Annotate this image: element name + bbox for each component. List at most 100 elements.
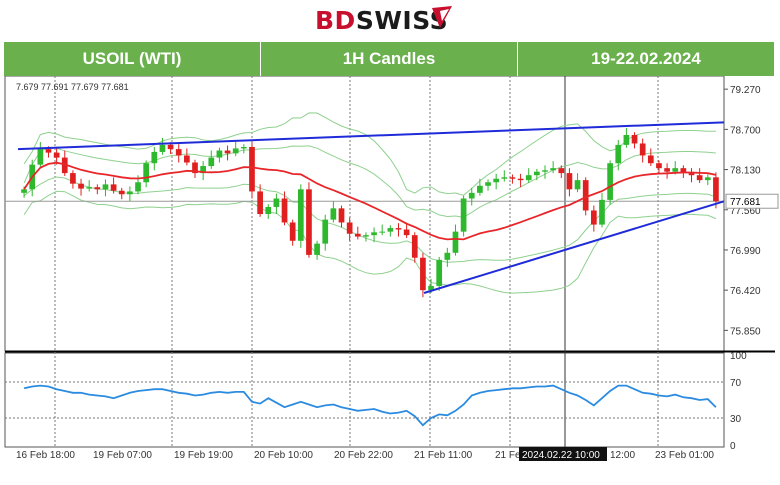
candle-body (542, 170, 548, 172)
candle-body (216, 150, 223, 158)
candle (525, 168, 532, 183)
candle (647, 148, 654, 167)
candle-body (232, 148, 239, 154)
x-tick-label: 20 Feb 22:00 (334, 450, 393, 461)
candle-body (550, 168, 556, 171)
candle-body (623, 135, 630, 145)
candle (468, 187, 475, 206)
candle (501, 170, 508, 182)
candle-body (330, 208, 337, 220)
y-tick-label: 79.270 (730, 85, 761, 96)
candle-body (452, 231, 459, 253)
candle-body (281, 198, 288, 223)
candle (477, 178, 483, 196)
candle (615, 139, 622, 171)
candle-body (420, 257, 426, 291)
candle (232, 141, 239, 157)
candle-body (159, 144, 166, 152)
date-range-label: 19-22.02.2024 (591, 49, 701, 68)
price-chart: 7.679 77.691 77.679 77.681 75.850 76.420 76… (4, 76, 779, 461)
candle (444, 247, 451, 267)
candle-body (411, 235, 418, 258)
candle (127, 186, 133, 202)
timeframe-label: 1H Candles (261, 42, 518, 76)
candle (664, 163, 670, 179)
candle (590, 205, 597, 232)
candle-body (558, 168, 565, 174)
y-tick-label: 75.850 (730, 326, 761, 337)
candle (452, 224, 459, 256)
candle-body (167, 144, 174, 150)
candle (363, 232, 369, 242)
candle-body (37, 149, 44, 165)
candle (371, 227, 377, 243)
candle-body (566, 173, 573, 190)
candle-body (151, 151, 158, 164)
candle (607, 160, 613, 205)
symbol-label: USOIL (WTI) (4, 42, 261, 76)
candle-body (534, 171, 540, 176)
candle (102, 179, 109, 197)
candle-body (265, 206, 272, 214)
candle-body (371, 232, 377, 236)
x-tick-label: 19 Feb 07:00 (93, 450, 152, 461)
candle (110, 177, 117, 194)
brand-logo: BDSWISS (0, 0, 780, 40)
inner-upper-band-line (23, 145, 716, 218)
candle (509, 174, 516, 184)
candle-body (240, 147, 247, 149)
candle-body (354, 233, 361, 237)
candle (70, 170, 76, 189)
candle-body (78, 183, 84, 189)
candle-body (86, 187, 93, 189)
candle-body (387, 228, 394, 232)
candle-body (70, 173, 76, 184)
candle (395, 223, 402, 237)
candle (78, 178, 84, 196)
candle (216, 147, 223, 163)
y-tick-label: 76.990 (730, 246, 761, 257)
candle-body (615, 144, 622, 164)
candle (94, 184, 101, 195)
candle (420, 252, 426, 298)
candle (550, 161, 556, 174)
candle (631, 132, 638, 149)
rsi-tick-label: 30 (730, 414, 742, 425)
candle-body (664, 168, 670, 172)
candle (273, 193, 280, 214)
candle-body (297, 189, 304, 241)
x-tick-label: 16 Feb 18:00 (16, 450, 75, 461)
candle (159, 137, 166, 155)
candle-body (45, 149, 52, 153)
candle (297, 184, 304, 248)
candle-body (696, 175, 703, 181)
candle-body (672, 168, 679, 172)
x-tick-label: 23 Feb 01:00 (655, 450, 714, 461)
candle-body (477, 185, 483, 193)
candle-body (175, 149, 182, 156)
candle-body (403, 229, 410, 236)
candle-body (208, 157, 215, 167)
candle (184, 148, 190, 166)
candle-body (436, 259, 443, 286)
candle-body (224, 150, 231, 154)
x-tick-label: 19 Feb 19:00 (174, 450, 233, 461)
candle-body (493, 178, 500, 183)
candle (696, 168, 703, 183)
candle-body (517, 178, 524, 181)
candle-body (110, 184, 117, 191)
moving-average-line (23, 161, 717, 241)
candle-body (53, 152, 60, 158)
candle-body (135, 182, 141, 192)
candle (151, 147, 158, 171)
candle-body (322, 219, 329, 244)
candle-body (338, 208, 345, 223)
brand-wordmark: BDSWISS (315, 6, 449, 35)
candle (265, 204, 272, 219)
candle-body (127, 191, 133, 195)
candle (485, 179, 491, 191)
candle-body (395, 228, 402, 230)
candle (314, 240, 320, 260)
candle (436, 257, 443, 291)
candle (639, 138, 646, 163)
